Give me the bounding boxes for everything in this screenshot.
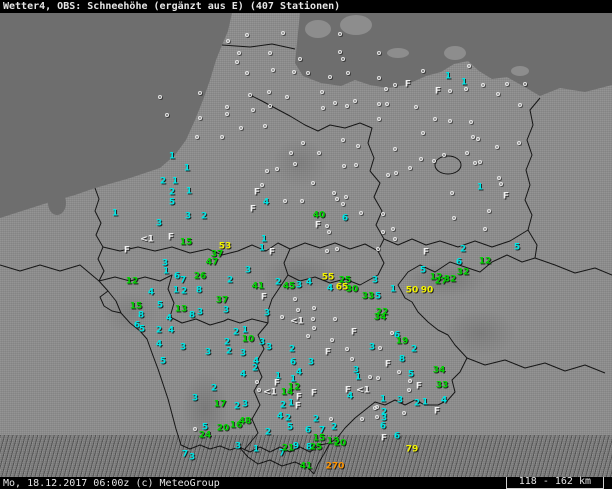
scale-indicator: 118 - 162 km xyxy=(505,476,604,489)
sea-areas xyxy=(0,13,612,218)
status-bar: Mo, 18.12.2017 06:00z (c) MeteoGroup 118… xyxy=(0,477,612,489)
scale-label: 118 - 162 km xyxy=(518,476,591,487)
title-bar: Wetter4, OBS: Schneehöhe (ergänzt aus E)… xyxy=(0,0,612,13)
map-canvas[interactable] xyxy=(0,13,612,477)
page-title: Wetter4, OBS: Schneehöhe (ergänzt aus E)… xyxy=(3,1,341,12)
timestamp-text: Mo, 18.12.2017 06:00z (c) MeteoGroup xyxy=(3,477,220,489)
country-and-state-borders xyxy=(0,43,612,475)
map-borders xyxy=(0,13,612,475)
